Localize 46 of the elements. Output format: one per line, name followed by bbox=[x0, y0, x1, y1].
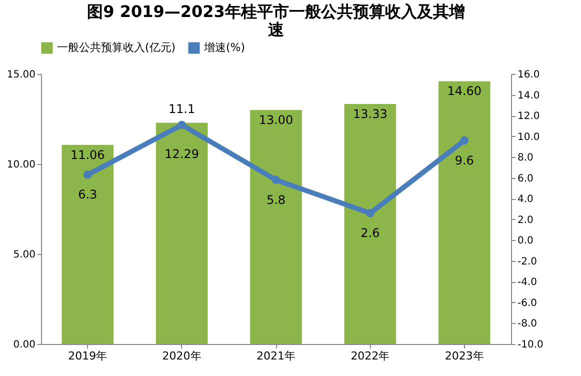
x-tick-label: 2021年 bbox=[256, 350, 296, 362]
data-label: 5.8 bbox=[266, 192, 286, 207]
y-tick-label: 0.00 bbox=[13, 340, 36, 350]
bar bbox=[62, 144, 114, 344]
y2-tick-label: -10.0 bbox=[518, 340, 544, 350]
y2-tick-label: 16.0 bbox=[518, 70, 540, 80]
point bbox=[178, 120, 186, 130]
data-label: 2.6 bbox=[360, 226, 380, 240]
data-label: 13.33 bbox=[353, 107, 388, 122]
data-label: 14.60 bbox=[447, 84, 482, 98]
bar bbox=[250, 110, 302, 344]
y2-tick-label: -4.0 bbox=[518, 277, 538, 288]
point bbox=[272, 176, 280, 184]
y2-tick-label: -2.0 bbox=[518, 256, 538, 268]
data-label: 11.06 bbox=[70, 148, 105, 162]
data-label: 12.29 bbox=[164, 146, 199, 161]
data-label: 6.3 bbox=[78, 188, 98, 202]
y2-tick-label: 8.0 bbox=[518, 152, 534, 164]
y2-tick-label: 14.0 bbox=[518, 90, 540, 102]
x-tick-label: 2022年 bbox=[350, 350, 390, 362]
y2-tick-label: 12.0 bbox=[518, 111, 540, 122]
y2-tick-label: 4.0 bbox=[518, 194, 534, 206]
x-tick-label: 2023年 bbox=[444, 350, 484, 362]
y2-tick-label: 6.0 bbox=[518, 173, 534, 184]
x-tick-label: 2020年 bbox=[162, 350, 202, 362]
point bbox=[460, 136, 469, 145]
chart-title: 图9 2019—2023年桂平市一般公共预算收入及其增速 bbox=[87, 2, 465, 39]
x-tick-label: 2019年 bbox=[68, 350, 108, 362]
y2-tick-label: 10.0 bbox=[518, 132, 540, 143]
data-label: 13.00 bbox=[258, 113, 294, 127]
legend-label: 一般公共预算收入(亿元) bbox=[57, 41, 176, 54]
point bbox=[366, 208, 374, 218]
data-label: 11.1 bbox=[168, 102, 196, 116]
bar bbox=[438, 81, 490, 344]
bar bbox=[344, 104, 396, 344]
y-tick-label: 5.00 bbox=[13, 250, 36, 260]
y-tick-label: 10.00 bbox=[6, 160, 36, 170]
y2-tick-label: -6.0 bbox=[518, 298, 538, 309]
legend-label: 增速(%) bbox=[203, 41, 246, 54]
data-label: 9.6 bbox=[454, 153, 474, 168]
bar bbox=[156, 122, 208, 344]
y2-tick-label: -8.0 bbox=[518, 318, 538, 330]
y2-tick-label: 2.0 bbox=[518, 214, 534, 226]
point bbox=[83, 170, 92, 179]
y2-tick-label: 0.0 bbox=[518, 236, 534, 247]
y-tick-label: 15.00 bbox=[6, 70, 36, 80]
